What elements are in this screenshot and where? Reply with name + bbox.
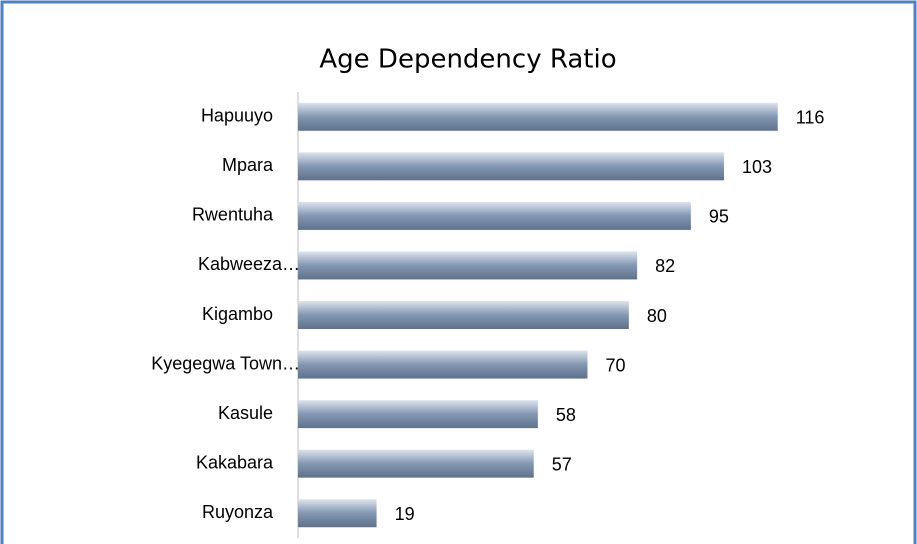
bar — [298, 102, 778, 131]
bar — [298, 350, 588, 379]
value-label: 103 — [742, 157, 772, 177]
bar — [298, 201, 691, 230]
y-tick-label: Kabweeza… — [198, 254, 300, 274]
bar — [298, 449, 534, 478]
value-label: 57 — [552, 454, 572, 474]
value-label: 95 — [709, 207, 729, 227]
bar — [298, 499, 377, 528]
y-tick-label: Rwentuha — [192, 205, 274, 225]
value-label: 58 — [556, 405, 576, 425]
bar — [298, 400, 538, 429]
y-tick-label: Mpara — [222, 155, 274, 175]
value-label: 82 — [655, 256, 675, 276]
value-label: 116 — [796, 108, 825, 128]
bar — [298, 152, 724, 181]
chart-title: Age Dependency Ratio — [319, 45, 616, 75]
value-label: 19 — [395, 504, 415, 524]
y-tick-label: Ruyonza — [202, 502, 274, 522]
y-tick-label: Kigambo — [202, 304, 273, 324]
y-tick-label: Kyegegwa Town… — [151, 353, 300, 373]
bar — [298, 301, 629, 329]
y-tick-label: Hapuuyo — [201, 106, 273, 126]
bar — [298, 251, 638, 280]
y-tick-label: Kasule — [218, 403, 273, 423]
value-label: 80 — [647, 306, 667, 326]
value-label: 70 — [606, 355, 626, 375]
y-tick-label: Kakabara — [196, 452, 274, 472]
